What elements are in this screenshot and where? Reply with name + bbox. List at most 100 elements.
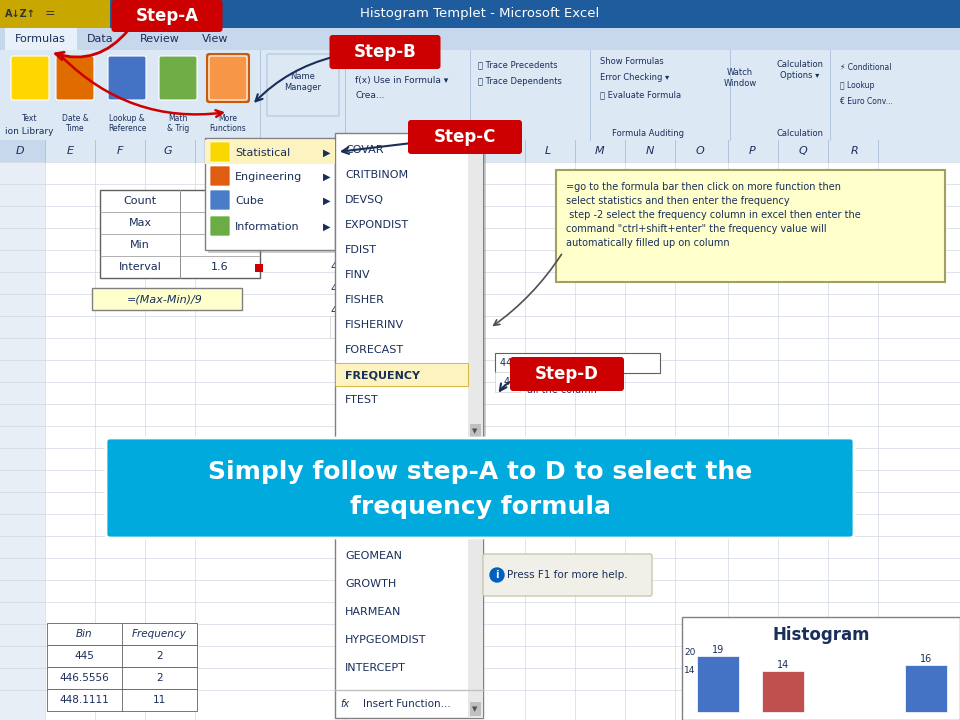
FancyBboxPatch shape xyxy=(208,141,338,253)
Text: COVAR: COVAR xyxy=(345,145,383,155)
Text: Text: Text xyxy=(22,114,37,123)
FancyBboxPatch shape xyxy=(159,56,197,100)
FancyBboxPatch shape xyxy=(0,140,960,162)
FancyBboxPatch shape xyxy=(510,357,624,391)
FancyBboxPatch shape xyxy=(210,166,230,186)
Text: E: E xyxy=(66,146,74,156)
Circle shape xyxy=(490,568,504,582)
Text: FISHERINV: FISHERINV xyxy=(345,320,404,330)
FancyArrowPatch shape xyxy=(342,143,409,154)
Text: i: i xyxy=(495,570,499,580)
FancyBboxPatch shape xyxy=(11,56,49,100)
FancyBboxPatch shape xyxy=(468,536,483,718)
Text: Min: Min xyxy=(130,240,150,250)
Text: Formulas: Formulas xyxy=(14,34,65,44)
Text: Histogram Templet - Microsoft Excel: Histogram Templet - Microsoft Excel xyxy=(360,7,600,20)
FancyBboxPatch shape xyxy=(106,438,854,538)
Text: 460: 460 xyxy=(340,322,360,332)
Text: Define Name ▾: Define Name ▾ xyxy=(355,60,427,70)
Text: Statistical: Statistical xyxy=(235,148,290,158)
FancyBboxPatch shape xyxy=(697,656,739,712)
FancyBboxPatch shape xyxy=(0,50,960,140)
FancyBboxPatch shape xyxy=(762,670,804,712)
Text: L: L xyxy=(545,146,551,156)
Text: Information: Information xyxy=(235,222,300,232)
Text: Interval: Interval xyxy=(119,262,161,272)
Text: INTERCEPT: INTERCEPT xyxy=(345,663,406,673)
Text: Watch
Window: Watch Window xyxy=(724,68,756,88)
Text: 19: 19 xyxy=(712,645,724,655)
Text: f(x) Use in Formula ▾: f(x) Use in Formula ▾ xyxy=(355,76,448,84)
Text: FORECAST: FORECAST xyxy=(345,345,404,355)
FancyBboxPatch shape xyxy=(205,140,335,164)
FancyBboxPatch shape xyxy=(682,617,960,720)
Text: 20: 20 xyxy=(684,649,696,657)
Text: FTEST: FTEST xyxy=(345,395,379,405)
FancyBboxPatch shape xyxy=(470,702,481,716)
Text: 459: 459 xyxy=(209,218,230,228)
FancyBboxPatch shape xyxy=(0,162,960,720)
FancyArrowPatch shape xyxy=(56,30,129,60)
Text: 14: 14 xyxy=(684,666,696,675)
Text: Date &
Time: Date & Time xyxy=(61,114,88,133)
FancyBboxPatch shape xyxy=(408,120,522,154)
Text: 1.6: 1.6 xyxy=(211,262,228,272)
Text: O: O xyxy=(696,146,705,156)
FancyBboxPatch shape xyxy=(209,56,247,100)
Text: More
Functions: More Functions xyxy=(209,114,247,133)
Text: GROWTH: GROWTH xyxy=(345,579,396,589)
Text: Simply follow step-A to D to select the: Simply follow step-A to D to select the xyxy=(208,460,752,484)
Text: ▼: ▼ xyxy=(472,706,478,712)
FancyBboxPatch shape xyxy=(470,424,481,438)
Text: 2: 2 xyxy=(156,673,163,683)
FancyBboxPatch shape xyxy=(47,623,197,645)
Text: 📊 Trace Precedents: 📊 Trace Precedents xyxy=(478,60,558,70)
FancyBboxPatch shape xyxy=(468,133,483,440)
Text: A↓Z↑: A↓Z↑ xyxy=(5,9,36,19)
FancyBboxPatch shape xyxy=(210,142,230,162)
FancyBboxPatch shape xyxy=(47,645,197,667)
Text: FINV: FINV xyxy=(345,270,371,280)
Text: Press F1 for more help.: Press F1 for more help. xyxy=(507,570,628,580)
Text: ▶: ▶ xyxy=(324,196,331,206)
Text: Review: Review xyxy=(140,34,180,44)
Text: Insert Function...: Insert Function... xyxy=(363,699,451,709)
Text: =: = xyxy=(45,7,56,20)
Text: 44: 44 xyxy=(330,218,344,228)
FancyBboxPatch shape xyxy=(47,689,197,711)
FancyBboxPatch shape xyxy=(495,353,660,373)
Text: Name
Manager: Name Manager xyxy=(284,72,322,91)
Text: 11: 11 xyxy=(153,695,166,705)
Text: all the column: all the column xyxy=(527,385,597,395)
Text: 100: 100 xyxy=(209,196,230,206)
FancyArrowPatch shape xyxy=(62,57,223,117)
Text: Step-A: Step-A xyxy=(135,7,199,25)
FancyBboxPatch shape xyxy=(210,216,230,236)
FancyBboxPatch shape xyxy=(0,0,960,28)
Text: 14: 14 xyxy=(777,660,789,670)
Text: Bin: Bin xyxy=(76,629,93,639)
Text: DEVSQ: DEVSQ xyxy=(345,195,384,205)
Text: View: View xyxy=(202,34,228,44)
Text: ▲: ▲ xyxy=(472,139,478,145)
Text: GEOMEAN: GEOMEAN xyxy=(345,551,402,561)
FancyBboxPatch shape xyxy=(47,667,197,689)
FancyBboxPatch shape xyxy=(335,536,483,718)
Text: Calculation
Options ▾: Calculation Options ▾ xyxy=(777,60,824,80)
Text: ▶: ▶ xyxy=(324,222,331,232)
Text: HARMEAN: HARMEAN xyxy=(345,607,401,617)
Text: M: M xyxy=(595,146,605,156)
FancyBboxPatch shape xyxy=(255,264,263,272)
Text: EXPONDIST: EXPONDIST xyxy=(345,220,409,230)
Text: 🔍 Lookup: 🔍 Lookup xyxy=(840,81,875,89)
Text: Step-C: Step-C xyxy=(434,128,496,146)
FancyBboxPatch shape xyxy=(0,28,960,50)
Text: FDIST: FDIST xyxy=(345,245,377,255)
Text: D: D xyxy=(15,146,24,156)
Text: Cube: Cube xyxy=(235,196,264,206)
Text: 4: 4 xyxy=(504,377,510,387)
FancyBboxPatch shape xyxy=(5,28,77,50)
Text: 446: 446 xyxy=(330,240,349,250)
Text: N: N xyxy=(646,146,654,156)
Text: 445: 445 xyxy=(75,651,94,661)
